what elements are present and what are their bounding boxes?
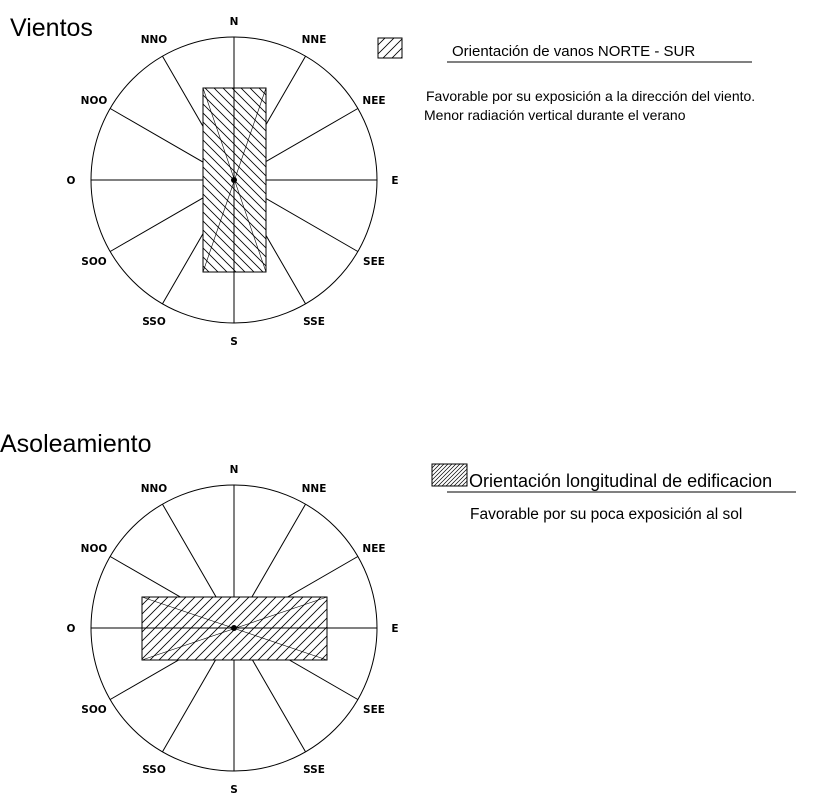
- legend-asoleamiento: Orientación longitudinal de edificacion …: [431, 463, 796, 523]
- compass-center: [231, 625, 237, 631]
- label-nne: NNE: [302, 483, 327, 495]
- sun-rose: N NNE NEE E SEE SSE S SSO SOO O NOO NNO: [67, 464, 399, 796]
- label-nee: NEE: [362, 95, 385, 107]
- legend-title: Orientación longitudinal de edificacion: [469, 471, 772, 491]
- wind-rose: N NNE NEE E SEE SSE S SSO SOO O NOO NNO: [67, 16, 399, 348]
- label-see: SEE: [363, 256, 385, 268]
- label-soo: SOO: [81, 704, 106, 716]
- legend-vientos: Orientación de vanos NORTE - SUR Favorab…: [377, 37, 755, 123]
- vientos-section: Vientos N NNE NEE E: [10, 14, 755, 348]
- label-sso: SSO: [142, 316, 166, 328]
- label-e: E: [391, 623, 398, 635]
- label-n: N: [230, 16, 239, 28]
- legend-swatch: [431, 463, 468, 487]
- legend-swatch: [377, 37, 403, 59]
- label-o: O: [67, 623, 76, 635]
- label-see: SEE: [363, 704, 385, 716]
- label-soo: SOO: [81, 256, 106, 268]
- compass-spokes: [91, 37, 377, 323]
- legend-title: Orientación de vanos NORTE - SUR: [452, 43, 695, 60]
- compass-center: [231, 177, 237, 183]
- label-n: N: [230, 464, 239, 476]
- label-sse: SSE: [303, 316, 325, 328]
- asoleamiento-section: Asoleamiento N NNE NEE: [0, 430, 796, 796]
- label-e: E: [391, 175, 398, 187]
- label-nno: NNO: [141, 34, 168, 46]
- label-o: O: [67, 175, 76, 187]
- label-s: S: [230, 784, 238, 796]
- label-nne: NNE: [302, 34, 327, 46]
- label-sso: SSO: [142, 764, 166, 776]
- compass-labels: N NNE NEE E SEE SSE S SSO SOO O NOO NNO: [67, 464, 399, 796]
- label-nee: NEE: [362, 543, 385, 555]
- legend-note: Menor radiación vertical durante el vera…: [424, 107, 686, 123]
- compass-labels: N NNE NEE E SEE SSE S SSO SOO O NOO NNO: [67, 16, 399, 348]
- label-noo: NOO: [81, 95, 108, 107]
- label-noo: NOO: [81, 543, 108, 555]
- section-title-vientos: Vientos: [10, 14, 93, 42]
- label-nno: NNO: [141, 483, 168, 495]
- section-title-asoleamiento: Asoleamiento: [0, 430, 151, 458]
- label-s: S: [230, 336, 238, 348]
- legend-note: Favorable por su poca exposición al sol: [470, 506, 742, 523]
- label-sse: SSE: [303, 764, 325, 776]
- legend-note: Favorable por su exposición a la direcci…: [426, 88, 755, 104]
